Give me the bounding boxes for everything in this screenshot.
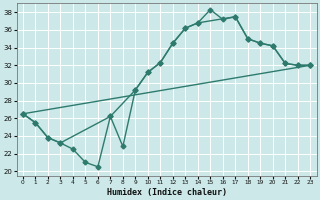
X-axis label: Humidex (Indice chaleur): Humidex (Indice chaleur) bbox=[107, 188, 227, 197]
